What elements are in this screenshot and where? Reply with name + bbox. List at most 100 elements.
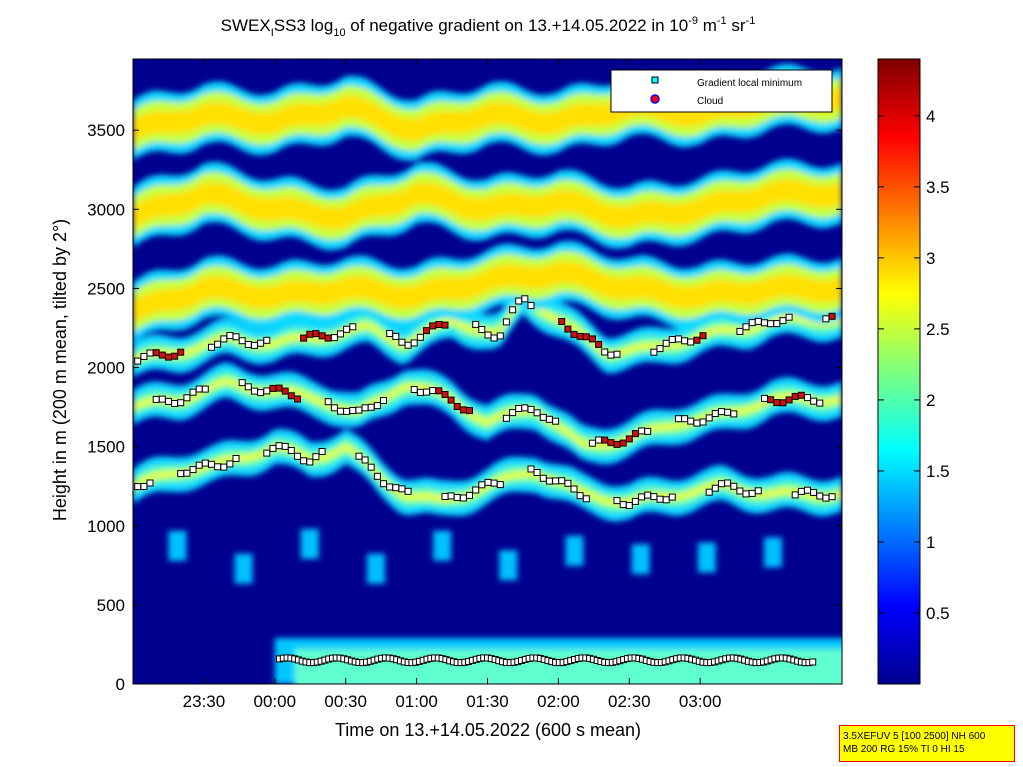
colorbar-tick-label: 0.5 <box>926 604 950 623</box>
gradient-minimum-marker <box>165 397 172 405</box>
gradient-minimum-marker <box>263 387 271 395</box>
gradient-minimum-marker <box>527 302 535 309</box>
gradient-minimum-marker <box>748 489 756 497</box>
gradient-minimum-marker <box>724 408 732 416</box>
gradient-minimum-marker <box>496 332 504 340</box>
gradient-minimum-marker <box>201 459 209 467</box>
gradient-minimum-marker <box>521 404 529 412</box>
gradient-minimum-marker <box>533 409 541 417</box>
heat-band-mid <box>133 371 842 455</box>
y-tick-label: 3500 <box>87 121 125 140</box>
gradient-minimum-marker <box>779 317 787 325</box>
gradient-minimum-marker <box>263 336 271 344</box>
x-axis-label: Time on 13.+14.05.2022 (600 s mean) <box>335 720 641 740</box>
cloud-marker <box>306 330 314 338</box>
gradient-minimum-marker <box>804 486 811 494</box>
heat-band-mid <box>133 251 842 333</box>
gradient-minimum-marker <box>644 427 652 435</box>
gradient-minimum-marker <box>619 501 627 509</box>
cloud-marker <box>785 396 793 404</box>
gradient-minimum-marker <box>423 388 430 396</box>
gradient-minimum-marker <box>662 496 670 504</box>
gradient-minimum-marker <box>502 414 510 422</box>
gradient-minimum-marker <box>472 320 480 328</box>
cloud-marker <box>588 335 596 343</box>
gradient-minimum-marker <box>355 406 363 414</box>
gradient-minimum-marker <box>257 389 265 397</box>
gradient-minimum-marker <box>269 444 277 452</box>
gradient-minimum-marker <box>693 419 701 427</box>
gradient-minimum-marker <box>466 491 473 499</box>
legend-marker-cloud <box>650 94 660 104</box>
cloud-marker <box>165 353 172 361</box>
heat-speckle <box>631 544 650 575</box>
gradient-minimum-marker <box>380 480 387 488</box>
cloud-marker <box>791 392 799 400</box>
gradient-minimum-marker <box>527 465 535 473</box>
gradient-minimum-marker <box>761 394 768 402</box>
cloud-marker <box>466 407 473 415</box>
gradient-minimum-marker <box>773 320 781 328</box>
gradient-minimum-marker <box>337 407 344 415</box>
gradient-minimum-marker <box>638 427 646 435</box>
colorbar-tick-label: 2 <box>926 391 935 410</box>
colorbar-tick-label: 4 <box>926 107 935 126</box>
cloud-marker <box>441 321 449 329</box>
gradient-minimum-marker <box>343 407 351 415</box>
gradient-minimum-marker <box>613 497 621 505</box>
gradient-minimum-marker <box>810 397 818 405</box>
gradient-minimum-marker <box>675 415 682 423</box>
cloud-marker <box>287 392 295 400</box>
gradient-minimum-marker <box>134 483 142 491</box>
gradient-minimum-marker <box>318 448 326 455</box>
x-tick-label: 00:30 <box>324 692 367 711</box>
gradient-minimum-marker <box>687 338 695 346</box>
x-tick-label: 03:00 <box>679 692 722 711</box>
legend-label-gradient-minimum: Gradient local minimum <box>697 78 802 89</box>
gradient-minimum-marker <box>668 336 676 343</box>
gradient-minimum-marker <box>380 397 387 404</box>
gradient-minimum-marker <box>687 417 695 425</box>
gradient-minimum-marker <box>330 404 338 412</box>
gradient-minimum-marker <box>306 458 314 466</box>
gradient-minimum-marker <box>294 452 301 460</box>
gradient-minimum-marker <box>324 398 332 406</box>
gradient-minimum-marker <box>656 345 664 353</box>
gradient-minimum-marker <box>552 417 560 425</box>
gradient-minimum-marker <box>705 488 713 496</box>
gradient-minimum-marker <box>183 469 191 477</box>
gradient-minimum-marker <box>429 387 437 394</box>
gradient-minimum-marker <box>177 399 185 407</box>
gradient-minimum-marker <box>490 334 498 342</box>
gradient-minimum-marker <box>509 409 517 417</box>
legend-label-cloud: Cloud <box>697 96 723 107</box>
gradient-minimum-marker <box>816 399 824 407</box>
gradient-minimum-marker <box>195 461 203 469</box>
gradient-minimum-marker <box>484 478 492 486</box>
gradient-minimum-marker <box>656 495 664 503</box>
gradient-minimum-marker <box>441 493 449 500</box>
gradient-minimum-marker <box>146 479 154 487</box>
gradient-minimum-marker <box>742 323 750 331</box>
gradient-minimum-marker <box>238 379 246 387</box>
gradient-minimum-marker <box>736 327 744 335</box>
gradient-minimum-marker <box>214 340 222 348</box>
gradient-minimum-marker <box>367 463 375 471</box>
gradient-minimum-marker <box>822 315 830 323</box>
gradient-minimum-marker <box>238 337 246 345</box>
gradient-minimum-marker <box>644 491 652 499</box>
gradient-minimum-marker <box>171 400 179 407</box>
gradient-minimum-marker <box>570 485 578 493</box>
gradient-minimum-marker <box>638 493 646 501</box>
cloud-marker <box>613 440 621 448</box>
cloud-marker <box>435 387 443 395</box>
heatmap <box>132 58 843 685</box>
cloud-marker <box>779 399 787 407</box>
heat-speckle <box>565 535 584 566</box>
gradient-minimum-marker <box>607 351 615 359</box>
cloud-marker <box>797 391 805 399</box>
gradient-minimum-marker <box>208 343 215 351</box>
gradient-minimum-marker <box>189 466 197 474</box>
gradient-minimum-marker <box>140 353 148 360</box>
y-tick-label: 1500 <box>87 438 125 457</box>
